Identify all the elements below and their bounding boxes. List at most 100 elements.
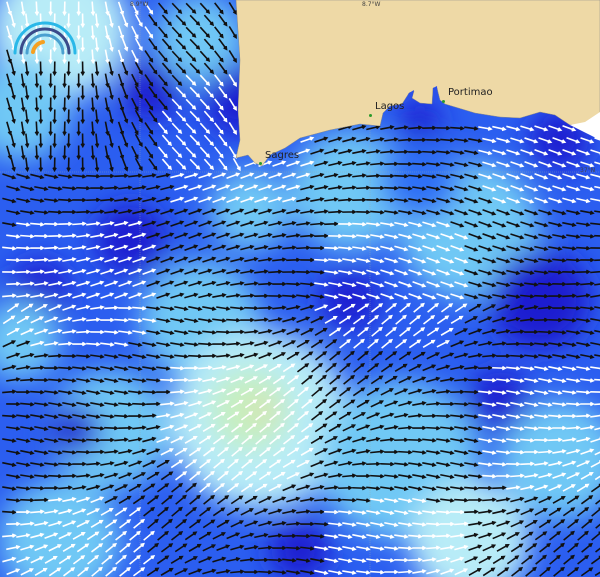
- current-arrow: [464, 532, 479, 539]
- speed-region: [290, 130, 410, 250]
- current-arrow: [244, 569, 259, 575]
- current-arrow: [422, 339, 436, 349]
- current-arrow: [356, 234, 371, 239]
- current-arrow: [580, 234, 595, 239]
- current-arrow: [255, 434, 267, 445]
- current-arrow: [226, 172, 241, 179]
- current-arrow: [52, 85, 57, 101]
- current-arrow: [287, 398, 299, 409]
- current-arrow: [590, 436, 600, 443]
- current-arrow: [549, 554, 561, 565]
- current-arrow: [118, 305, 133, 311]
- current-arrow: [478, 126, 493, 131]
- current-arrow: [58, 390, 73, 395]
- current-arrow: [44, 198, 59, 203]
- current-arrow: [366, 149, 381, 154]
- current-arrow: [131, 25, 139, 40]
- current-arrow: [119, 519, 132, 529]
- current-arrow: [310, 339, 324, 349]
- current-arrow: [231, 446, 243, 457]
- current-arrow: [268, 363, 282, 372]
- current-arrow: [562, 221, 577, 228]
- current-arrow: [156, 196, 171, 203]
- current-arrow: [412, 327, 426, 337]
- current-arrow: [272, 352, 286, 360]
- current-arrow: [352, 436, 367, 443]
- current-arrow: [343, 327, 356, 337]
- current-arrow: [2, 246, 17, 251]
- current-arrow: [90, 426, 105, 431]
- current-arrow: [520, 294, 535, 299]
- current-arrow: [184, 220, 199, 227]
- current-arrow: [146, 329, 161, 335]
- current-arrow: [20, 402, 35, 407]
- current-arrow: [199, 507, 212, 517]
- current-arrow: [314, 569, 329, 576]
- current-arrow: [300, 447, 314, 456]
- current-arrow: [398, 522, 413, 527]
- current-arrow: [198, 365, 213, 370]
- current-arrow: [338, 436, 353, 444]
- current-arrow: [118, 185, 133, 190]
- current-arrow: [90, 121, 96, 137]
- current-arrow: [6, 257, 21, 263]
- current-arrow: [524, 543, 538, 553]
- current-arrow: [258, 352, 273, 360]
- current-arrow: [440, 303, 454, 313]
- current-arrow: [440, 185, 455, 192]
- current-arrow: [117, 145, 125, 160]
- current-arrow: [100, 389, 115, 395]
- current-arrow: [534, 221, 549, 228]
- current-arrow: [282, 508, 297, 515]
- current-arrow: [199, 146, 211, 159]
- current-arrow: [24, 133, 30, 149]
- current-arrow: [524, 449, 539, 455]
- current-arrow: [6, 234, 21, 239]
- current-arrow: [328, 545, 343, 551]
- current-arrow: [562, 125, 577, 132]
- current-arrow: [90, 305, 105, 310]
- current-arrow: [338, 148, 353, 155]
- current-arrow: [328, 497, 343, 503]
- current-arrow: [520, 389, 535, 395]
- current-arrow: [440, 568, 455, 575]
- current-arrow: [142, 318, 157, 323]
- current-arrow: [464, 245, 479, 252]
- current-arrow: [2, 533, 17, 538]
- current-arrow: [175, 62, 187, 74]
- current-arrow: [286, 257, 301, 263]
- current-arrow: [296, 363, 310, 373]
- current-arrow: [118, 353, 133, 359]
- current-arrow: [128, 341, 143, 347]
- current-arrow: [20, 544, 35, 551]
- current-arrow: [30, 414, 45, 419]
- current-arrow: [255, 410, 268, 421]
- current-arrow: [244, 184, 259, 191]
- current-arrow: [108, 157, 114, 172]
- current-arrow: [370, 234, 385, 239]
- current-arrow: [436, 510, 451, 515]
- current-arrow: [144, 26, 154, 39]
- current-arrow: [258, 281, 273, 286]
- current-arrow: [576, 483, 590, 493]
- current-arrow: [121, 37, 129, 52]
- current-arrow: [339, 387, 352, 397]
- current-arrow: [464, 556, 479, 564]
- current-arrow: [296, 558, 311, 563]
- current-arrow: [426, 327, 440, 337]
- current-arrow: [576, 149, 591, 156]
- current-arrow: [76, 185, 91, 191]
- current-arrow: [454, 401, 469, 407]
- current-arrow: [157, 74, 168, 87]
- current-arrow: [108, 133, 114, 148]
- current-arrow: [52, 133, 57, 149]
- current-arrow: [202, 544, 217, 552]
- current-arrow: [314, 327, 328, 337]
- current-arrow: [548, 125, 563, 132]
- current-arrow: [338, 269, 353, 275]
- no-data-area: [570, 112, 600, 140]
- current-arrow: [282, 558, 297, 563]
- current-arrow: [272, 305, 287, 310]
- current-arrow: [538, 137, 553, 144]
